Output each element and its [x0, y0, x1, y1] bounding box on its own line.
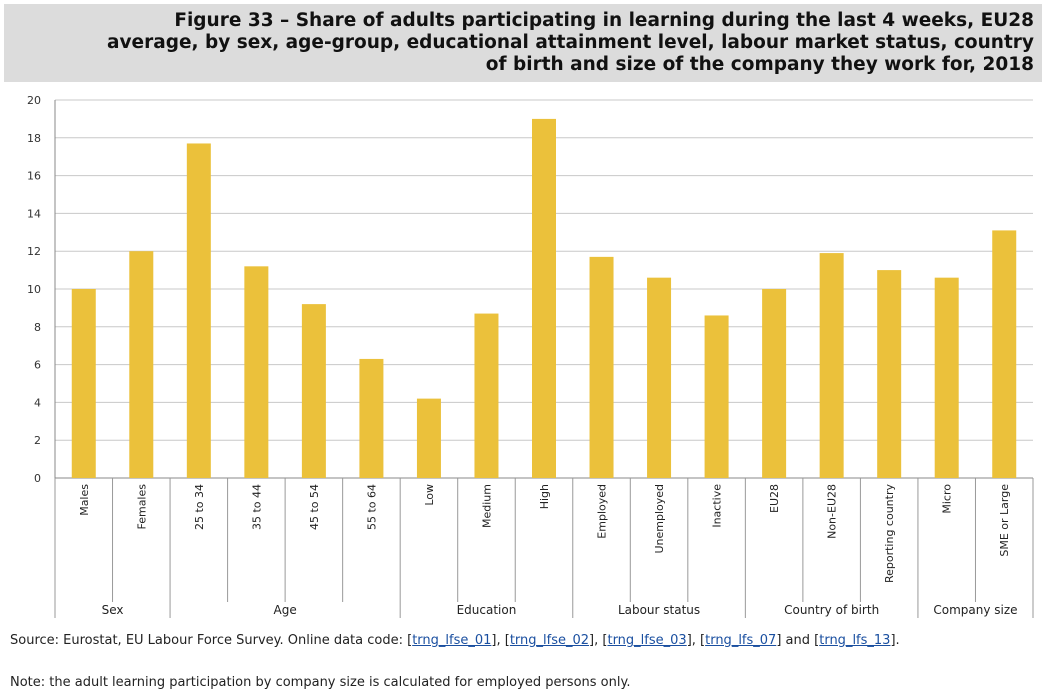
y-tick-label: 12 [27, 245, 41, 258]
category-label: Unemployed [653, 484, 666, 554]
y-tick-label: 14 [27, 207, 41, 220]
y-tick-label: 8 [34, 321, 41, 334]
category-label: 25 to 34 [193, 484, 206, 530]
bar-10 [589, 256, 614, 478]
source-prefix: Source: Eurostat, EU Labour Force Survey… [10, 633, 408, 648]
bar-chart: 0 2 4 6 8 10 12 14 16 18 20 Males Females 25 to 34 35 … [27, 94, 1034, 618]
bar-8 [474, 313, 499, 478]
data-code-link-2[interactable]: trng_lfse_02 [509, 633, 590, 648]
bar-2 [129, 251, 154, 478]
y-tick-label: 10 [27, 283, 41, 296]
category-label: High [538, 484, 551, 509]
bar-16 [934, 277, 959, 478]
category-label: Inactive [711, 484, 724, 528]
figure-title-band: Figure 33 – Share of adults participatin… [4, 4, 1042, 82]
category-label: Females [135, 484, 148, 530]
data-code-link-3[interactable]: trng_lfse_03 [607, 633, 687, 648]
data-code-link-4[interactable]: trng_lfs_07 [705, 633, 777, 648]
note-line: Note: the adult learning participation b… [10, 675, 631, 690]
bar-9 [532, 118, 556, 479]
group-label: Age [274, 603, 297, 617]
category-label: 55 to 64 [365, 484, 378, 530]
bar-1 [71, 289, 96, 478]
y-tick-label: 0 [34, 472, 41, 485]
data-code-link-1[interactable]: trng_lfse_01 [412, 633, 492, 648]
category-label: 35 to 44 [250, 484, 263, 530]
bar-4 [244, 266, 269, 478]
figure-title: Figure 33 – Share of adults participatin… [107, 10, 1034, 75]
category-label: Medium [480, 484, 493, 528]
y-tick-label: 18 [27, 132, 41, 145]
bar-6 [359, 358, 384, 478]
bar-15 [877, 270, 902, 478]
bar-5 [301, 304, 326, 478]
category-label: Reporting country [883, 484, 896, 584]
source-code-open-1: [ [407, 633, 413, 648]
y-tick-label: 4 [34, 396, 41, 409]
category-label: Employed [596, 484, 609, 539]
category-label: Non-EU28 [826, 484, 839, 539]
group-label: Company size [933, 603, 1017, 617]
bar-14 [819, 253, 844, 478]
bar-17 [992, 230, 1017, 478]
y-tick-label: 2 [34, 434, 41, 447]
group-label: Education [457, 603, 517, 617]
y-tick-label: 16 [27, 170, 41, 183]
y-tick-label: 20 [27, 94, 41, 107]
category-label: Low [423, 484, 436, 506]
y-tick-label: 6 [34, 359, 41, 372]
group-label: Sex [102, 603, 124, 617]
category-label: Micro [941, 484, 954, 514]
category-label: 45 to 54 [308, 484, 321, 530]
category-label: SME or Large [998, 484, 1011, 557]
bar-7 [416, 398, 441, 478]
source-line: Source: Eurostat, EU Labour Force Survey… [10, 633, 900, 648]
category-label: Males [78, 484, 91, 516]
category-label: EU28 [768, 484, 781, 513]
bar-13 [762, 289, 787, 478]
data-code-link-5[interactable]: trng_lfs_13 [819, 633, 891, 648]
bar-12 [704, 315, 729, 478]
source-and: and [785, 633, 811, 648]
group-label: Labour status [618, 603, 700, 617]
group-label: Country of birth [784, 603, 879, 617]
bar-11 [647, 277, 672, 478]
bar-3 [186, 143, 211, 478]
